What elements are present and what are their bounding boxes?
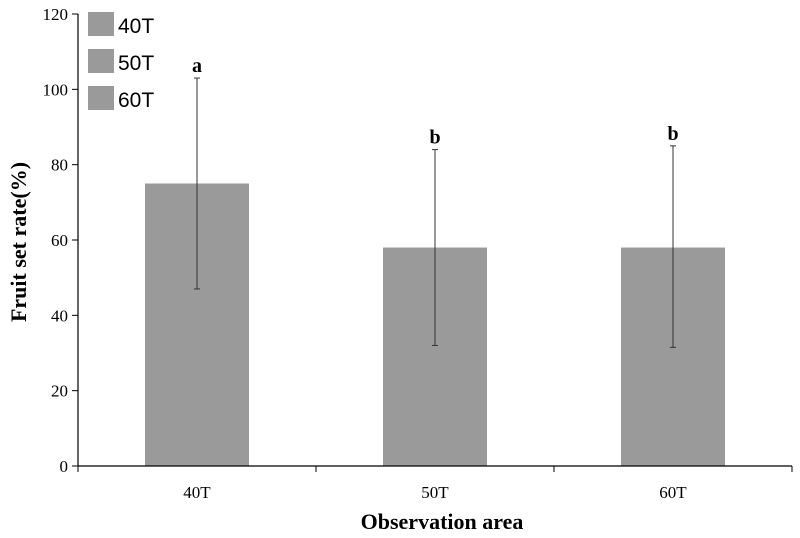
legend-label-40t: 40T [118, 15, 154, 38]
y-tick-label: 100 [43, 80, 69, 99]
x-tick-label-40t: 40T [183, 483, 211, 502]
y-tick-label: 120 [43, 5, 69, 24]
significance-letter-50t: b [429, 127, 440, 149]
significance-letter-60t: b [667, 123, 678, 145]
legend-swatch-40t [88, 12, 114, 36]
legend-label-50t: 50T [118, 52, 154, 75]
y-tick-label: 80 [51, 156, 68, 175]
legend-label-60t: 60T [118, 89, 154, 112]
error-bars-layer: a b b [192, 55, 679, 348]
axes-layer: 40T 50T 60T 0 20 40 60 80 100 120 [43, 5, 793, 502]
legend: 40T 50T 60T [88, 12, 154, 112]
legend-swatch-60t [88, 86, 114, 110]
x-tick-label-60t: 60T [659, 483, 687, 502]
y-tick-label: 40 [51, 306, 68, 325]
y-tick-label: 20 [51, 382, 68, 401]
y-tick-label: 60 [51, 231, 68, 250]
x-axis-title: Observation area [361, 509, 524, 534]
y-tick-label: 0 [60, 457, 69, 476]
y-axis-title: Fruit set rate(%) [6, 162, 31, 322]
x-tick-label-50t: 50T [421, 483, 449, 502]
significance-letter-40t: a [192, 55, 202, 77]
legend-swatch-50t [88, 49, 114, 73]
